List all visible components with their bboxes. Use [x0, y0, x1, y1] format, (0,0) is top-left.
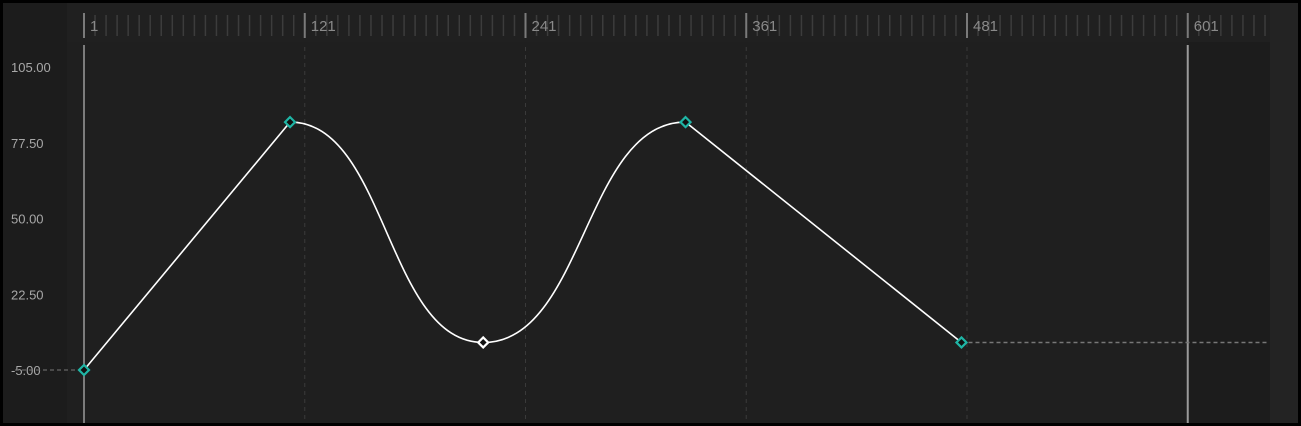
- ruler-label: 241: [532, 18, 557, 35]
- keyframe[interactable]: [77, 363, 91, 377]
- ruler-label: 121: [311, 18, 336, 35]
- ruler-label: 361: [752, 18, 777, 35]
- ruler-label: 1: [90, 18, 98, 35]
- scroll-strip[interactable]: [1270, 3, 1298, 423]
- ruler-label: 481: [973, 18, 998, 35]
- value-axis-panel: [3, 3, 67, 423]
- keyframe[interactable]: [678, 115, 693, 129]
- value-label: 105.00: [11, 60, 51, 75]
- animation-curve[interactable]: [83, 121, 962, 371]
- value-label: 22.50: [11, 287, 44, 302]
- curve-graph[interactable]: 1 121 241 361 481 601 105.00 77.50 50.00…: [3, 3, 1298, 423]
- value-label: 77.50: [11, 136, 44, 151]
- keyframe[interactable]: [954, 335, 969, 350]
- post-end-region: [1188, 42, 1270, 423]
- ruler-label: 601: [1194, 18, 1219, 35]
- keyframe-editor: 1 121 241 361 481 601 105.00 77.50 50.00…: [3, 3, 1298, 423]
- value-label: 50.00: [11, 212, 44, 227]
- keyframe[interactable]: [283, 115, 297, 129]
- timeline-ruler[interactable]: [67, 3, 1273, 42]
- selected-keyframe[interactable]: [476, 335, 490, 350]
